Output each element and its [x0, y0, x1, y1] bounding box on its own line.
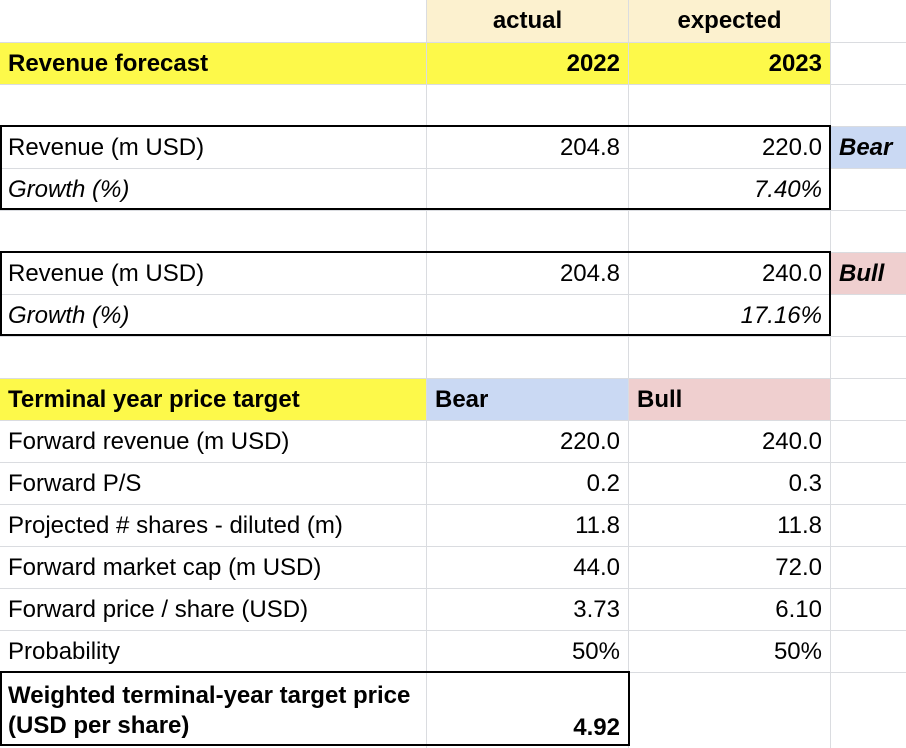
- bear-block-border-left: [0, 125, 2, 210]
- gridline-horizontal: [0, 336, 906, 337]
- gridline-horizontal: [0, 210, 906, 211]
- weighted-border-right: [628, 671, 630, 746]
- gridline-horizontal: [0, 546, 906, 547]
- bear-block-border-right: [829, 125, 831, 210]
- header-expected[interactable]: expected: [629, 0, 830, 42]
- weighted-border-top: [0, 671, 630, 673]
- gridline-vertical: [426, 0, 427, 748]
- target-row-bull[interactable]: 0.3: [788, 469, 822, 497]
- target-row-bear[interactable]: 0.2: [586, 469, 620, 497]
- target-row-label[interactable]: Forward market cap (m USD): [8, 553, 322, 581]
- bear-revenue-actual[interactable]: 204.8: [559, 133, 620, 161]
- bear-block-border-bottom: [0, 208, 831, 210]
- target-row-bear[interactable]: 220.0: [559, 427, 620, 455]
- gridline-horizontal: [0, 42, 906, 43]
- price-target-title[interactable]: Terminal year price target: [0, 379, 426, 420]
- weighted-target-label[interactable]: Weighted terminal-year target price (USD…: [0, 673, 426, 748]
- bear-revenue-expected[interactable]: 220.0: [761, 133, 822, 161]
- target-row-bull[interactable]: 11.8: [777, 511, 822, 539]
- gridline-horizontal: [0, 504, 906, 505]
- target-row-bull[interactable]: 240.0: [761, 427, 822, 455]
- weighted-border-bottom: [0, 744, 630, 746]
- bear-revenue-label[interactable]: Revenue (m USD): [8, 133, 205, 161]
- bull-block-border-bottom: [0, 334, 831, 336]
- bull-scenario-tag[interactable]: Bull: [831, 253, 906, 294]
- bull-block-border-left: [0, 251, 2, 336]
- bull-block-border-right: [829, 251, 831, 336]
- bull-revenue-expected[interactable]: 240.0: [761, 259, 822, 287]
- target-row-label[interactable]: Probability: [8, 637, 121, 665]
- bull-revenue-actual[interactable]: 204.8: [559, 259, 620, 287]
- target-row-label[interactable]: Forward P/S: [8, 469, 142, 497]
- target-row-label[interactable]: Forward price / share (USD): [8, 595, 309, 623]
- gridline-horizontal: [0, 168, 906, 169]
- target-row-label[interactable]: Forward revenue (m USD): [8, 427, 290, 455]
- weighted-border-left: [0, 671, 2, 746]
- header-actual[interactable]: actual: [427, 0, 628, 42]
- bear-growth-label[interactable]: Growth (%): [8, 175, 130, 203]
- bull-growth-value[interactable]: 17.16%: [740, 301, 822, 329]
- year-actual[interactable]: 2022: [427, 43, 628, 84]
- target-row-bear[interactable]: 50%: [571, 637, 620, 665]
- gridline-horizontal: [0, 378, 906, 379]
- price-target-bull-header[interactable]: Bull: [629, 379, 830, 420]
- gridline-horizontal: [0, 588, 906, 589]
- bull-growth-label[interactable]: Growth (%): [8, 301, 130, 329]
- year-expected[interactable]: 2023: [629, 43, 830, 84]
- bear-block-border-top: [0, 125, 831, 127]
- gridline-horizontal: [0, 462, 906, 463]
- target-row-bull[interactable]: 6.10: [775, 595, 822, 623]
- target-row-bull[interactable]: 72.0: [775, 553, 822, 581]
- target-row-label[interactable]: Projected # shares - diluted (m): [8, 511, 343, 539]
- weighted-target-value[interactable]: 4.92: [427, 673, 628, 748]
- target-row-bear[interactable]: 3.73: [573, 595, 620, 623]
- gridline-horizontal: [0, 420, 906, 421]
- price-target-bear-header[interactable]: Bear: [427, 379, 628, 420]
- gridline-vertical: [830, 0, 831, 748]
- bear-scenario-tag[interactable]: Bear: [831, 127, 906, 168]
- target-row-bull[interactable]: 50%: [773, 637, 822, 665]
- gridline-vertical: [628, 0, 629, 748]
- gridline-horizontal: [0, 630, 906, 631]
- target-row-bear[interactable]: 44.0: [573, 553, 620, 581]
- bull-revenue-label[interactable]: Revenue (m USD): [8, 259, 205, 287]
- bull-block-border-top: [0, 251, 831, 253]
- revenue-forecast-title[interactable]: Revenue forecast: [0, 43, 426, 84]
- bear-growth-value[interactable]: 7.40%: [753, 175, 822, 203]
- target-row-bear[interactable]: 11.8: [575, 511, 620, 539]
- gridline-horizontal: [0, 84, 906, 85]
- gridline-horizontal: [0, 294, 906, 295]
